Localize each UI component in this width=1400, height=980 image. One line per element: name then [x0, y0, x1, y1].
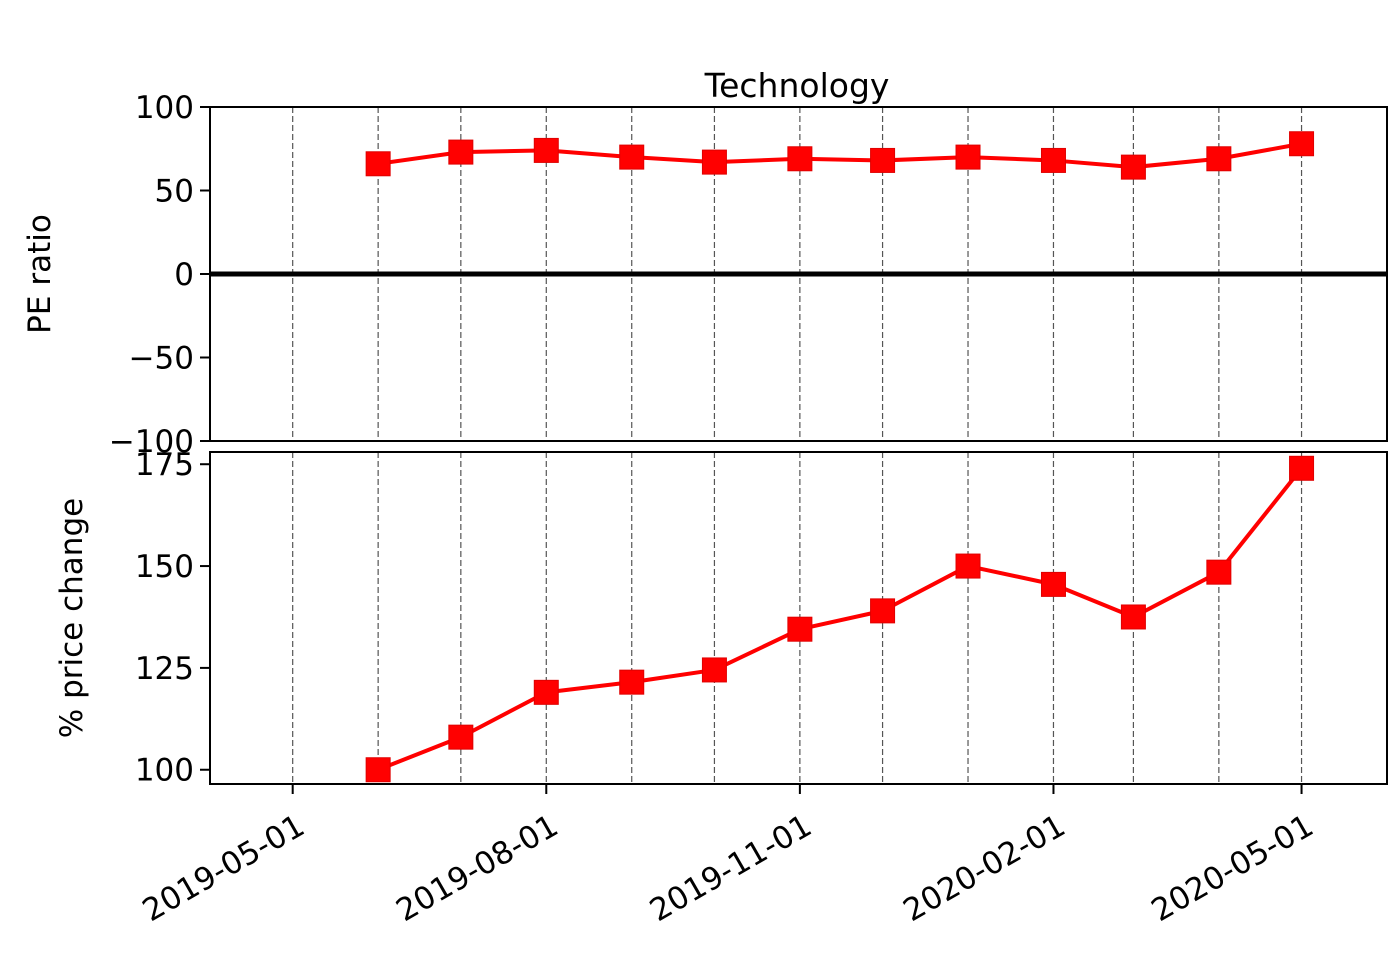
data-point [787, 146, 813, 172]
data-point [870, 598, 896, 624]
data-point [1120, 154, 1146, 180]
y-tick-label: 125 [135, 651, 194, 687]
y-tick-label: 100 [135, 753, 194, 789]
data-point [1040, 147, 1066, 173]
data-point [1206, 146, 1232, 172]
pe-ratio-panel: 100 50 0 −50 −100 PE ratio [22, 90, 1388, 460]
data-point [870, 147, 896, 173]
data-point [619, 669, 645, 695]
series-line [377, 467, 1304, 772]
data-point [955, 144, 981, 170]
y-tick-label: 100 [135, 90, 194, 126]
data-point [1040, 571, 1066, 597]
data-point [1289, 131, 1315, 157]
chart-title: Technology [704, 66, 890, 105]
data-point [955, 553, 981, 579]
x-tick-label: 2020-05-01 [1146, 808, 1320, 929]
data-point [701, 149, 727, 175]
data-point [365, 151, 391, 177]
data-point [1120, 604, 1146, 630]
data-point [619, 144, 645, 170]
price-change-panel: 100 125 150 175 % price change [54, 447, 1388, 789]
y-tick-label: 0 [174, 257, 194, 293]
y-axis-title: PE ratio [22, 214, 58, 334]
data-point [787, 616, 813, 642]
x-tick-label: 2019-08-01 [390, 808, 564, 929]
data-point [1206, 559, 1232, 585]
y-axis-title: % price change [54, 498, 90, 738]
y-tick-label: 175 [135, 447, 194, 483]
plot-frame [209, 451, 1388, 785]
series-line [377, 141, 1302, 170]
data-point [533, 679, 559, 705]
x-tick-label: 2019-05-01 [137, 808, 311, 929]
y-tick-label: −100 [109, 424, 194, 460]
data-point [448, 139, 474, 165]
data-point [448, 724, 474, 750]
y-tick-label: 50 [155, 174, 194, 210]
data-point [1289, 455, 1315, 481]
data-point [365, 757, 391, 783]
data-point [533, 137, 559, 163]
data-point [701, 657, 727, 683]
y-tick-label: −50 [129, 341, 194, 377]
x-tick-label: 2019-11-01 [644, 808, 818, 929]
x-tick-label: 2020-02-01 [897, 808, 1071, 929]
x-axis: 2019-05-01 2019-08-01 2019-11-01 2020-02-01… [137, 784, 1320, 929]
y-tick-label: 150 [135, 549, 194, 585]
